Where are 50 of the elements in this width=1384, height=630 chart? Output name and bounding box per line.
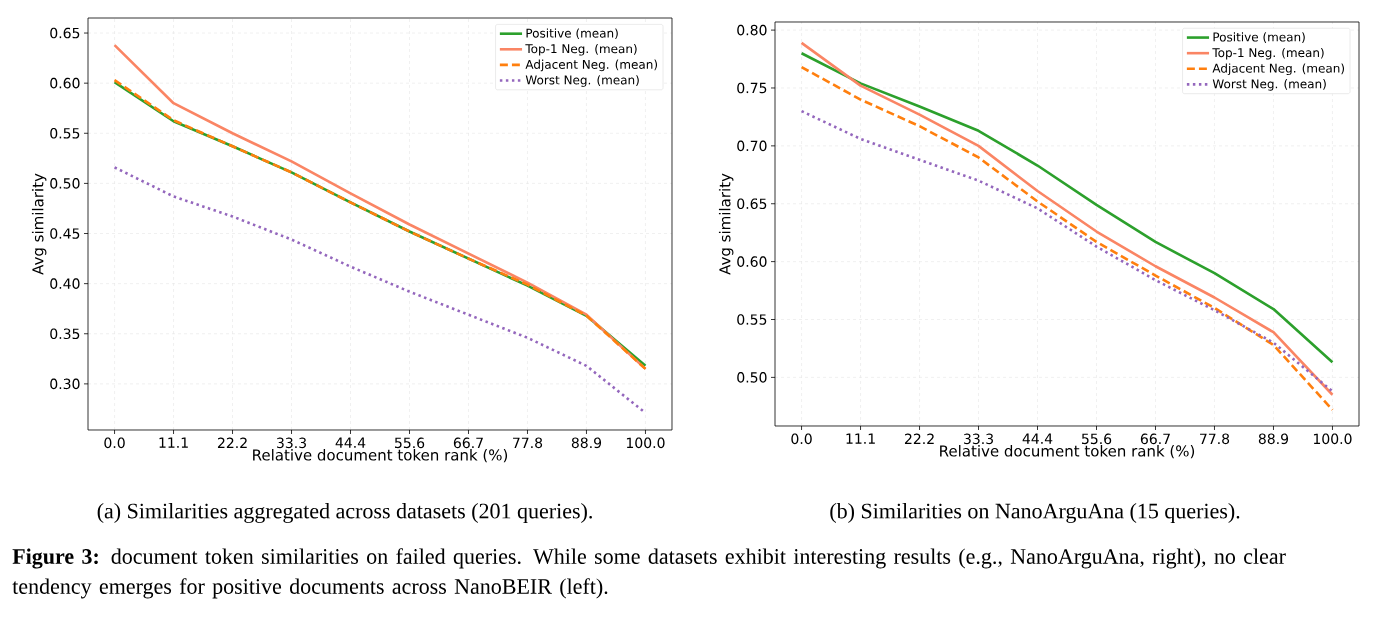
text: Figure 3: document token similarities on failed queries. While some datasets exhibit interesting results (e.g., NanoArguAna, right), no clear tendency emerges for positive documents across NanoBEIR (left). — [12, 548, 1286, 599]
x-tick-label: 55.6 — [394, 437, 425, 449]
legend-label: Worst Neg. (mean) — [525, 75, 639, 87]
x-tick-label: 0.0 — [791, 433, 812, 445]
y-tick-label: 0.45 — [50, 228, 80, 239]
y-tick-label: 0.60 — [737, 256, 767, 267]
x-tick-label: 33.3 — [277, 437, 306, 449]
x-tick-label: 100.0 — [626, 437, 665, 449]
y-tick-label: 0.75 — [737, 82, 767, 94]
y-tick-label: 0.40 — [50, 278, 80, 289]
legend-label: Adjacent Neg. (mean) — [525, 59, 658, 72]
text: (b) Similarities on NanoArguAna (15 queries). — [830, 503, 1240, 524]
y-tick-label: 0.30 — [50, 378, 80, 390]
legend-label: Adjacent Neg. (mean) — [1212, 63, 1345, 76]
y-tick-label: 0.50 — [50, 178, 80, 189]
y-tick-label: 0.65 — [50, 27, 80, 39]
text: (a) Similarities aggregated across datasets (201 queries). — [97, 503, 592, 524]
x-tick-label: 100.0 — [1313, 433, 1352, 445]
x-tick-label: 55.6 — [1082, 433, 1112, 445]
legend-label: Positive (mean) — [526, 28, 618, 40]
x-tick-label: 88.9 — [1258, 433, 1289, 445]
x-tick-label: 44.4 — [335, 437, 366, 448]
x-tick-label: 66.7 — [453, 437, 483, 449]
x-tick-label: 0.0 — [104, 437, 125, 449]
x-axis-title: Relative document token rank (%) — [253, 449, 508, 463]
x-tick-label: 22.2 — [904, 433, 934, 444]
x-tick-label: 11.1 — [846, 433, 875, 444]
y-tick-label: 0.60 — [50, 77, 80, 89]
x-tick-label: 11.1 — [159, 437, 188, 448]
x-tick-label: 77.8 — [513, 437, 543, 449]
y-tick-label: 0.70 — [737, 140, 767, 152]
legend-label: Positive (mean) — [1213, 32, 1305, 43]
y-tick-label: 0.55 — [50, 127, 80, 139]
x-axis-title: Relative document token rank (%) — [940, 445, 1195, 459]
y-tick-label: 0.35 — [50, 328, 80, 340]
y-tick-label: 0.50 — [737, 372, 767, 383]
x-tick-label: 66.7 — [1140, 433, 1170, 445]
legend-label: Top-1 Neg. (mean) — [1212, 47, 1324, 60]
legend-label: Top-1 Neg. (mean) — [525, 44, 637, 56]
legend-label: Worst Neg. (mean) — [1212, 79, 1326, 91]
x-tick-label: 77.8 — [1200, 433, 1230, 445]
y-tick-label: 0.55 — [737, 314, 767, 325]
y-tick-label: 0.65 — [737, 198, 767, 210]
x-tick-label: 33.3 — [964, 433, 993, 445]
y-axis-title: Avg similarity — [718, 173, 734, 275]
x-tick-label: 22.2 — [217, 437, 247, 448]
y-axis-title: Avg similarity — [31, 173, 47, 275]
y-tick-label: 0.80 — [737, 24, 767, 36]
x-tick-label: 44.4 — [1022, 433, 1053, 444]
x-tick-label: 88.9 — [571, 437, 602, 449]
